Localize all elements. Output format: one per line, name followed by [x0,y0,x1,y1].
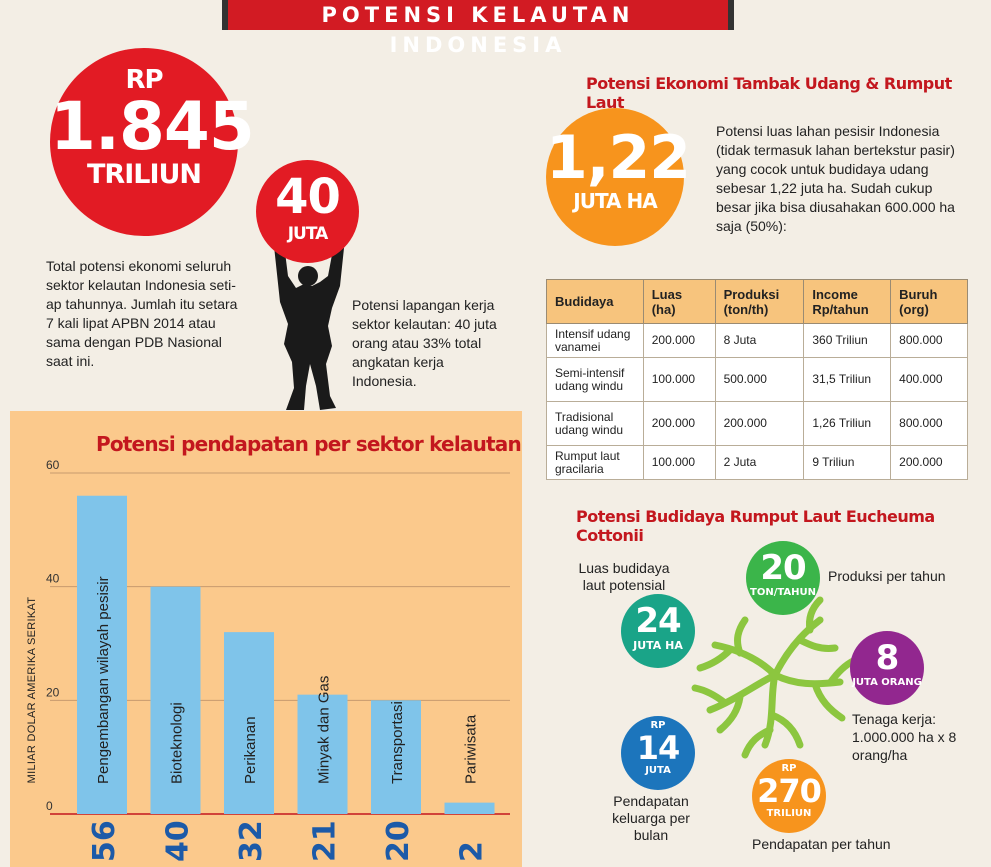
y-tick-label: 60 [46,458,60,472]
jobs-circle: 40 JUTA [256,160,359,263]
jobs-description: Potensi lapangan kerja sektor kelautan: … [352,297,497,389]
bar [297,694,348,814]
bar [371,700,421,814]
total-unit: TRILIUN [86,159,202,190]
land-area-unit: JUTA HA [573,189,657,213]
shrimp-heading: Potensi Ekonomi Tambak Udang & Rumput La… [586,74,952,112]
table-cell: 31,5 Triliun [803,357,892,402]
area-circle: 24 JUTA HA [621,594,695,668]
workers-label: Tenaga kerja: 1.000.000 ha x 8 orang/ha [852,711,957,763]
family-income-circle: RP 14 JUTA [621,716,695,790]
category-label: Pengembangan wilayah pesisir [95,576,112,784]
table-row: Intensif udang vanamei 200.000 8 Juta 36… [546,323,968,358]
category-label: Perikanan [242,716,259,784]
table-row: Rumput laut gracilaria 100.000 2 Juta 9 … [546,445,968,480]
table-cell: 1,26 Triliun [803,401,892,446]
bar-chart: 0 20 40 60 Pengembangan wilayah pesisir 56 Bio… [46,458,510,862]
annual-income-label: Pendapatan per tahun [752,836,891,852]
value-label: 2 [455,841,490,862]
category-label: Pariwisata [463,714,480,784]
table-cell: 200.000 [714,401,805,446]
table-cell: 800.000 [890,401,968,446]
total-description: Total potensi ekonomi seluruh sektor kel… [46,258,238,369]
value-label: 20 [381,820,416,862]
y-tick-label: 40 [46,572,60,586]
value-label: 56 [87,820,122,862]
family-income-unit: JUTA [645,765,671,776]
category-label: Transportasi [389,701,406,784]
table-row: Tradisional udang windu 200.000 200.000 … [546,401,968,446]
table-header: Produksi (ton/th) [714,279,805,324]
y-tick-label: 0 [46,799,53,813]
shrimp-description: Potensi luas lahan pesisir Indonesia (ti… [716,123,955,234]
table-cell: 200.000 [642,401,716,446]
y-tick-label: 20 [46,685,60,699]
table-header: Budidaya [546,279,644,324]
total-potential-circle: RP 1.845 TRILIUN [50,48,255,236]
value-label: 40 [161,820,196,862]
table-cell: 100.000 [642,357,716,402]
workers-unit: JUTA ORANG [852,677,922,688]
table-cell: 200.000 [890,445,968,480]
production-label: Produksi per tahun [828,568,946,584]
table-cell: 800.000 [890,323,968,358]
value-label: 32 [234,820,269,862]
area-label: Luas budidaya laut potensial [578,560,670,593]
title-banner: POTENSI KELAUTAN INDONESIA [222,0,734,57]
aquaculture-table: Budidaya Luas (ha) Produksi (ton/th) Inc… [546,279,968,480]
bar [77,495,127,814]
production-circle: 20 TON/TAHUN [746,541,820,615]
table-cell: 200.000 [642,323,716,358]
table-cell: 2 Juta [714,445,805,480]
annual-income-value: 270 [757,772,822,810]
production-unit: TON/TAHUN [750,587,816,598]
table-cell: 100.000 [642,445,716,480]
table-cell: 400.000 [890,357,968,402]
table-cell: 9 Triliun [803,445,892,480]
bar [444,802,495,814]
page-title: POTENSI KELAUTAN INDONESIA [321,3,635,57]
seaweed-heading: Potensi Budidaya Rumput Laut Eucheuma Co… [576,507,935,545]
table-cell: Intensif udang vanamei [546,323,644,358]
table-cell: Rumput laut gracilaria [546,445,644,480]
family-income-label: Pendapatan keluarga per bulan [612,793,690,843]
area-value: 24 [635,601,681,641]
table-cell: 500.000 [714,357,805,402]
area-unit: JUTA HA [633,639,683,652]
chart-title: Potensi pendapatan per sektor kelautan [96,432,522,456]
bar [150,586,201,814]
table-header-row: Budidaya Luas (ha) Produksi (ton/th) Inc… [546,279,968,324]
table-cell: Tradisional udang windu [546,401,644,446]
worker-figure-icon [274,244,344,410]
annual-income-prefix: RP [781,763,797,774]
land-area-value: 1,22 [546,123,691,193]
category-label: Minyak dan Gas [316,676,333,784]
jobs-unit: JUTA [287,224,329,244]
table-cell: Semi-intensif udang windu [546,357,644,402]
workers-value: 8 [875,638,900,678]
value-label: 21 [308,820,343,862]
bar [224,632,274,814]
table-header: Buruh (org) [890,279,968,324]
total-prefix: RP [125,65,163,95]
jobs-value: 40 [275,169,341,225]
workers-circle: 8 JUTA ORANG [850,631,924,705]
seaweed-illustration-icon [691,596,859,759]
land-area-circle: 1,22 JUTA HA [546,108,691,246]
annual-income-unit: TRILIUN [766,808,812,819]
table-row: Semi-intensif udang windu 100.000 500.00… [546,357,968,402]
category-label: Bioteknologi [169,702,186,784]
family-income-value: 14 [636,729,681,767]
annual-income-circle: RP 270 TRILIUN [752,759,826,833]
table-cell: 360 Triliun [803,323,892,358]
table-cell: 8 Juta [714,323,805,358]
table-header: Luas (ha) [642,279,716,324]
table-header: Income Rp/tahun [803,279,892,324]
family-income-prefix: RP [650,720,666,731]
production-value: 20 [760,548,806,588]
total-value: 1.845 [50,88,255,165]
